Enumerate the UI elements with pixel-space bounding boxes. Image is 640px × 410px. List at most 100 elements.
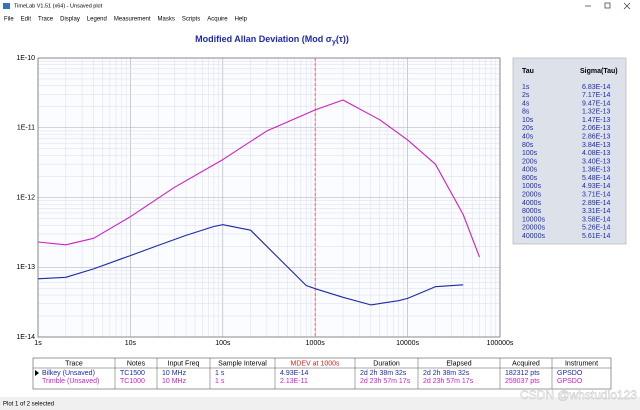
tau-cell: 20s bbox=[522, 125, 534, 132]
sigma-cell: 2.86E-13 bbox=[582, 134, 611, 141]
legend-header: Notes bbox=[127, 360, 146, 367]
legend-cell: 2d 23h 57m 17s bbox=[360, 378, 411, 385]
sigma-cell: 2.06E-13 bbox=[582, 125, 611, 132]
legend-header: Elapsed bbox=[446, 360, 471, 367]
x-tick-label: 1000s bbox=[306, 340, 326, 347]
status-bar bbox=[0, 398, 640, 410]
sigma-cell: 5.26E-14 bbox=[582, 225, 611, 232]
sigma-cell: 5.61E-14 bbox=[582, 233, 611, 240]
menu-item[interactable]: Masks bbox=[158, 17, 175, 23]
sigma-cell: 1.36E-13 bbox=[582, 167, 611, 174]
tau-cell: 800s bbox=[522, 175, 538, 182]
sigma-cell: 2.89E-14 bbox=[582, 200, 611, 207]
menu-bar bbox=[0, 12, 640, 25]
sigma-cell: 5.48E-14 bbox=[582, 175, 611, 182]
menu-item[interactable]: Help bbox=[235, 17, 248, 23]
plot-title-end: (τ)) bbox=[336, 34, 349, 44]
title-bar bbox=[0, 0, 640, 12]
legend-cell: TC1500 bbox=[120, 370, 145, 377]
menu-item[interactable]: Display bbox=[60, 17, 80, 23]
y-tick-label: 1E-12 bbox=[16, 194, 35, 201]
sigma-cell: 1.32E-13 bbox=[582, 109, 611, 116]
sigma-cell: 6.83E-14 bbox=[582, 84, 611, 91]
sigma-header: Sigma(Tau) bbox=[580, 68, 618, 75]
legend-cell: TC1000 bbox=[120, 378, 145, 385]
tau-cell: 40s bbox=[522, 134, 534, 141]
maximize-button[interactable] bbox=[604, 2, 611, 9]
sigma-cell: 3.71E-14 bbox=[582, 191, 611, 198]
tau-table bbox=[512, 57, 627, 245]
tau-cell: 400s bbox=[522, 167, 538, 174]
legend-header: Instrument bbox=[565, 360, 598, 367]
legend-cell: 182312 pts bbox=[505, 370, 540, 377]
y-tick-label: 1E-11 bbox=[17, 125, 35, 132]
menu-item[interactable]: Trace bbox=[38, 17, 54, 23]
status-text: Plot 1 of 2 selected bbox=[3, 402, 54, 408]
legend-header: MDEV at 1000s bbox=[290, 360, 340, 367]
plot-title: Modified Allan Deviation (Mod σy(τ)) bbox=[195, 34, 349, 45]
legend-cell: GPSDO bbox=[557, 378, 583, 385]
legend-cell: 2d 2h 38m 32s bbox=[423, 370, 470, 377]
legend-cell: 4.93E-14 bbox=[280, 370, 309, 377]
app-icon bbox=[3, 3, 10, 9]
sigma-cell: 3.84E-13 bbox=[582, 142, 611, 149]
tau-header: Tau bbox=[522, 68, 534, 75]
menu-item[interactable]: Acquire bbox=[207, 17, 228, 23]
legend-table bbox=[32, 357, 612, 390]
close-button[interactable] bbox=[623, 2, 631, 10]
sigma-cell: 7.17E-14 bbox=[582, 92, 611, 99]
tau-cell: 2s bbox=[522, 92, 530, 99]
legend-cell: 2d 2h 38m 32s bbox=[360, 370, 407, 377]
sigma-cell: 1.47E-13 bbox=[582, 117, 611, 124]
legend-cell: 259037 pts bbox=[505, 378, 540, 385]
y-tick-label: 1E-10 bbox=[16, 55, 35, 62]
tau-cell: 20000s bbox=[522, 225, 545, 232]
tau-cell: 100s bbox=[522, 150, 538, 157]
x-tick-label: 10s bbox=[125, 340, 137, 347]
legend-cell[interactable]: Bilkey (Unsaved) bbox=[42, 370, 95, 377]
trace-line bbox=[37, 99, 481, 258]
menu-item[interactable]: Legend bbox=[87, 17, 107, 23]
trace-line bbox=[37, 224, 464, 306]
legend-header: Duration bbox=[373, 360, 400, 367]
x-tick-label: 100s bbox=[215, 340, 231, 347]
sigma-cell: 4.93E-14 bbox=[582, 183, 611, 190]
menu-item[interactable]: Measurement bbox=[114, 17, 151, 23]
tau-cell: 80s bbox=[522, 142, 534, 149]
legend-cell: 1 s bbox=[215, 370, 225, 377]
tau-cell: 40000s bbox=[522, 233, 545, 240]
tau-cell: 1s bbox=[522, 84, 530, 91]
legend-header: Acquired bbox=[512, 360, 540, 367]
y-tick-label: 1E-13 bbox=[16, 264, 35, 271]
tau-cell: 1000s bbox=[522, 183, 542, 190]
legend-cell: 10 MHz bbox=[162, 370, 187, 377]
sigma-cell: 9.47E-14 bbox=[582, 100, 611, 107]
sigma-cell: 3.58E-14 bbox=[582, 216, 611, 223]
y-tick-label: 1E-14 bbox=[16, 334, 35, 341]
x-tick-label: 100000s bbox=[487, 340, 514, 347]
selected-row-marker bbox=[35, 370, 39, 376]
menu-item[interactable]: File bbox=[4, 17, 14, 23]
legend-header: Input Freq bbox=[168, 360, 200, 367]
window-title: TimeLab V1.51 (x64) - Unsaved plot bbox=[14, 3, 103, 9]
menu-item[interactable]: Edit bbox=[21, 17, 32, 23]
menu-item[interactable]: Scripts bbox=[182, 17, 200, 23]
legend-cell[interactable]: Trimble (Unsaved) bbox=[42, 378, 99, 385]
legend-cell: 2.13E-11 bbox=[280, 378, 308, 385]
tau-cell: 8000s bbox=[522, 208, 542, 215]
plot-frame bbox=[37, 57, 501, 338]
sigma-cell: 3.31E-14 bbox=[582, 208, 611, 215]
legend-cell: 2d 23h 57m 17s bbox=[423, 378, 474, 385]
sigma-cell: 4.08E-13 bbox=[582, 150, 611, 157]
x-tick-label: 1s bbox=[34, 340, 42, 347]
plot-title-sub: y bbox=[332, 39, 336, 46]
watermark: CSDN @whstudio123 bbox=[520, 388, 637, 402]
legend-cell: GPSDO bbox=[557, 370, 583, 377]
legend-cell: 1 s bbox=[215, 378, 225, 385]
x-tick-label: 10000s bbox=[396, 340, 419, 347]
tau-cell: 10000s bbox=[522, 216, 545, 223]
tau-cell: 10s bbox=[522, 117, 534, 124]
tau-cell: 8s bbox=[522, 109, 530, 116]
plot-title-main: Modified Allan Deviation (Mod σ bbox=[195, 34, 332, 44]
